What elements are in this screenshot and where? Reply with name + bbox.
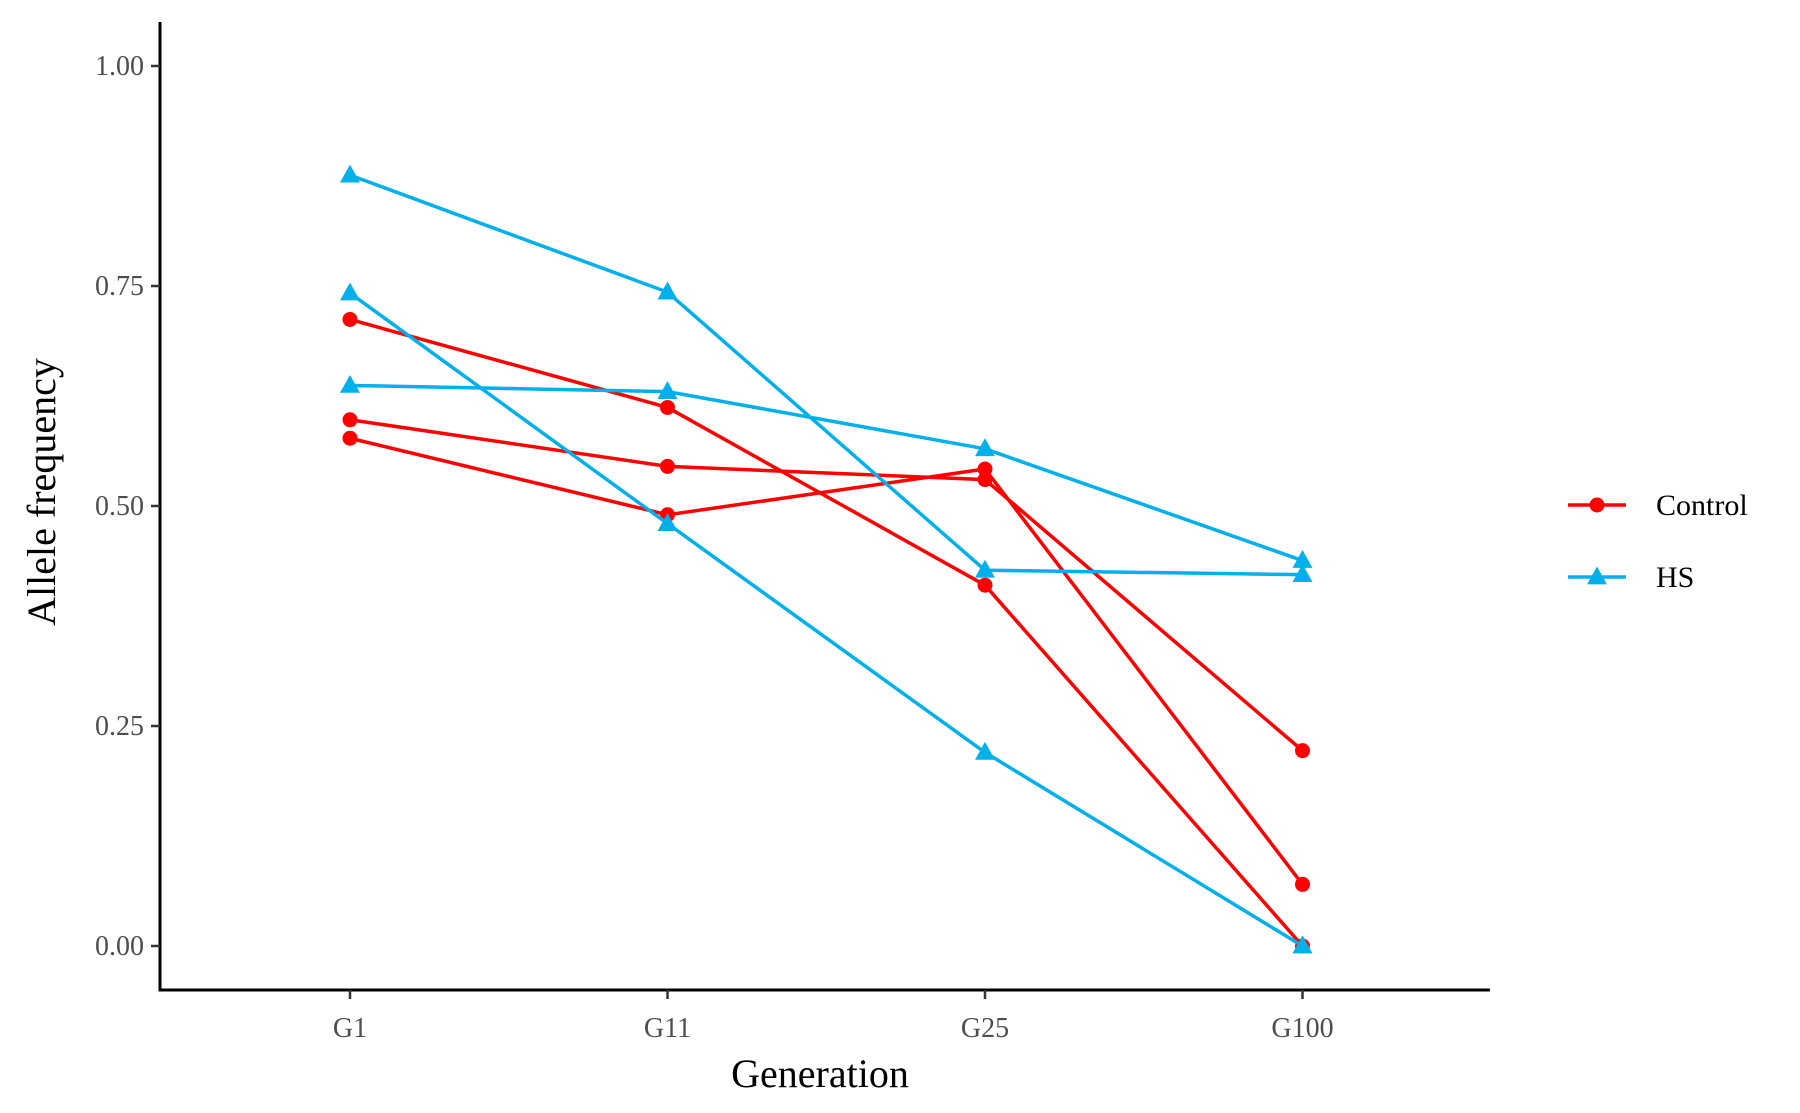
legend-label: Control [1656, 489, 1748, 522]
x-axis-ticks: G1 G11 G25 G100 [333, 990, 1334, 1044]
series-line [349, 436, 1304, 886]
series-control-3 [342, 430, 1310, 892]
data-point-circle [342, 311, 358, 327]
y-tick-label: 0.25 [95, 711, 144, 742]
data-point-triangle [340, 282, 360, 301]
series-hs-4 [340, 164, 1313, 582]
data-point-triangle [657, 281, 678, 300]
data-point-triangle [975, 559, 995, 578]
data-point-triangle [657, 513, 678, 531]
data-point-circle [660, 399, 675, 415]
series-hs-5 [340, 282, 1313, 954]
data-point-triangle [1292, 935, 1313, 954]
x-tick-label: G100 [1271, 1013, 1333, 1044]
legend-key-marker [1589, 497, 1605, 513]
series-line [349, 317, 1304, 948]
data-point-triangle [1292, 564, 1313, 582]
data-point-circle [1295, 876, 1310, 892]
data-point-triangle [340, 164, 360, 183]
data-point-triangle [975, 438, 995, 457]
data-point-circle [1295, 743, 1310, 759]
series-line [349, 418, 1304, 752]
data-point-circle [977, 461, 993, 477]
data-point-triangle [975, 741, 995, 760]
data-point-triangle [340, 374, 360, 393]
legend-item-control: Control [1568, 489, 1748, 522]
series-hs-6 [340, 374, 1313, 568]
x-axis-title: Generation [731, 1051, 909, 1096]
y-tick-label: 0.00 [95, 931, 144, 962]
series-layer [340, 164, 1313, 954]
data-point-circle [977, 577, 993, 593]
y-axis-ticks: 0.00 0.25 0.50 0.75 1.00 [95, 51, 160, 962]
series-line [348, 291, 1304, 948]
data-point-circle [342, 412, 358, 428]
data-point-circle [342, 430, 358, 446]
data-point-triangle [657, 381, 678, 399]
data-point-triangle [1292, 550, 1313, 568]
y-tick-label: 0.75 [95, 271, 144, 302]
data-point-circle [660, 458, 675, 474]
y-tick-label: 1.00 [95, 51, 144, 82]
series-line [349, 383, 1304, 563]
series-line [349, 173, 1303, 577]
legend-key-marker [1587, 566, 1607, 585]
x-tick-label: G25 [961, 1013, 1009, 1044]
x-tick-label: G1 [333, 1013, 367, 1044]
legend-item-hs: HS [1568, 561, 1694, 594]
y-axis-title: Allele frequency [19, 358, 64, 626]
x-tick-label: G11 [644, 1013, 691, 1044]
legend-label: HS [1656, 561, 1694, 594]
legend: Control HS [1568, 489, 1748, 594]
axes [158, 22, 1490, 992]
y-tick-label: 0.50 [95, 491, 144, 522]
